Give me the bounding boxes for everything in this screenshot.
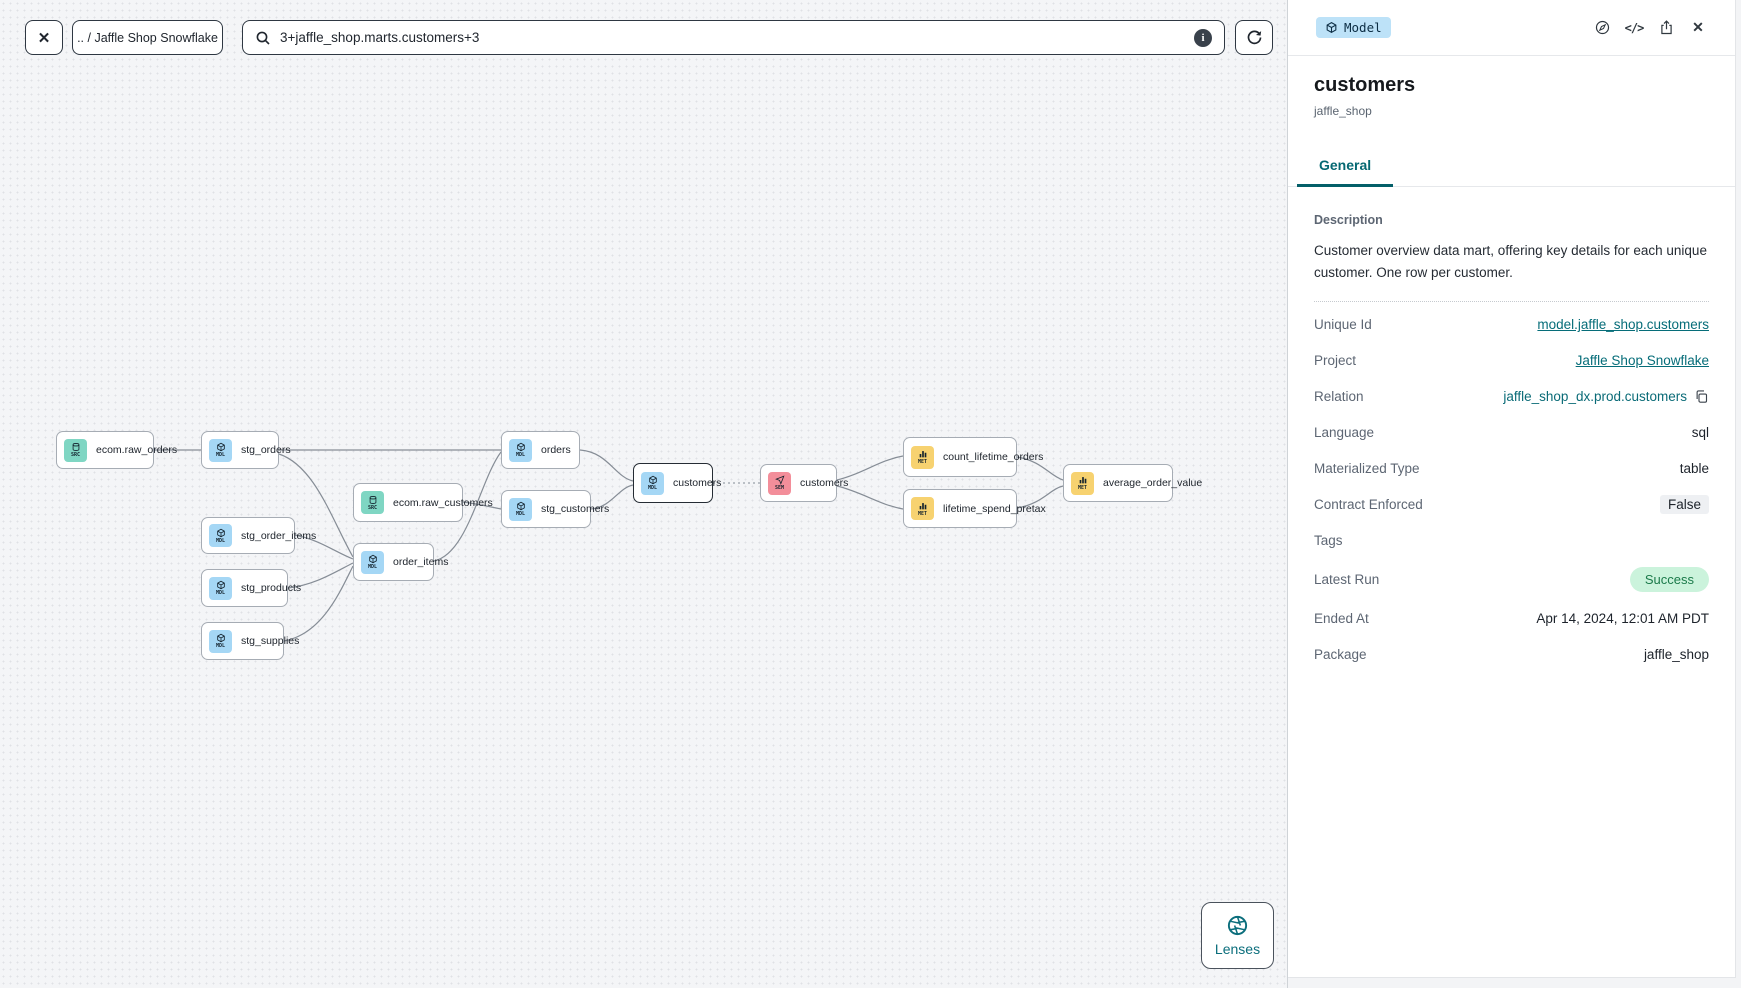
graph-node-stg-orders[interactable]: MDL stg_orders <box>201 431 291 469</box>
graph-node-average-order-value[interactable]: MET average_order_value <box>1063 464 1202 502</box>
panel-header: Model </> ✕ <box>1288 0 1735 56</box>
lens-aperture-icon <box>1227 915 1248 936</box>
graph-node-orders[interactable]: MDL orders <box>501 431 580 469</box>
package-value: jaffle_shop <box>1643 647 1709 663</box>
panel-actions: </> ✕ <box>1593 19 1707 37</box>
graph-node-customers-selected[interactable]: MDL customers <box>633 463 721 503</box>
metric-icon: MET <box>911 445 934 469</box>
field-row-project: Project Jaffle Shop Snowflake <box>1314 353 1709 369</box>
panel-tabs: General <box>1288 148 1735 187</box>
semantic-model-icon: SEM <box>768 471 791 495</box>
source-icon: SRC <box>361 491 384 514</box>
field-row-contract-enforced: Contract Enforced False <box>1314 487 1709 523</box>
model-icon: MDL <box>209 576 232 600</box>
graph-node-lifetime-spend-pretax[interactable]: MET lifetime_spend_pretax <box>903 489 1046 528</box>
field-row-language: Language sql <box>1314 425 1709 441</box>
divider <box>1314 300 1709 302</box>
model-icon: MDL <box>209 438 232 462</box>
project-link[interactable]: Jaffle Shop Snowflake <box>1575 353 1709 369</box>
description-heading: Description <box>1314 213 1383 227</box>
explore-compass-icon[interactable] <box>1593 19 1611 37</box>
copy-icon[interactable] <box>1694 389 1709 404</box>
model-icon: MDL <box>209 524 232 547</box>
share-icon[interactable] <box>1657 19 1675 37</box>
lenses-button[interactable]: Lenses <box>1201 902 1274 969</box>
metric-icon: MET <box>911 497 934 520</box>
close-panel-icon[interactable]: ✕ <box>1692 19 1704 35</box>
graph-node-ecom-raw-customers[interactable]: SRC ecom.raw_customers <box>353 483 493 522</box>
status-badge: Success <box>1629 567 1709 593</box>
graph-node-stg-order-items[interactable]: MDL stg_order_items <box>201 517 316 554</box>
refresh-button[interactable] <box>1235 20 1273 55</box>
selector-input[interactable] <box>280 30 1185 45</box>
graph-node-ecom-raw-orders[interactable]: SRC ecom.raw_orders <box>56 431 177 469</box>
field-row-latest-run: Latest Run Success <box>1314 559 1709 601</box>
relation-value: jaffle_shop_dx.prod.customers <box>1503 389 1687 405</box>
panel-subtitle: jaffle_shop <box>1314 104 1372 118</box>
description-text: Customer overview data mart, offering ke… <box>1314 243 1707 281</box>
metric-icon: MET <box>1071 471 1094 495</box>
panel-title: customers <box>1314 74 1416 96</box>
field-row-relation: Relation jaffle_shop_dx.prod.customers <box>1314 379 1709 415</box>
breadcrumb[interactable]: .. / Jaffle Shop Snowflake <box>72 20 223 55</box>
field-row-materialized-type: Materialized Type table <box>1314 461 1709 477</box>
cube-icon <box>1326 22 1337 33</box>
refresh-icon <box>1247 30 1261 45</box>
ended-at-value: Apr 14, 2024, 12:01 AM PDT <box>1536 611 1709 627</box>
model-icon: MDL <box>509 497 532 521</box>
graph-node-count-lifetime-orders[interactable]: MET count_lifetime_orders <box>903 437 1043 477</box>
model-icon: MDL <box>209 629 232 653</box>
info-icon[interactable]: i <box>1194 28 1212 47</box>
language-value: sql <box>1691 425 1709 441</box>
tab-general[interactable]: General <box>1297 148 1394 187</box>
unique-id-link[interactable]: model.jaffle_shop.customers <box>1537 317 1709 333</box>
graph-node-stg-supplies[interactable]: MDL stg_supplies <box>201 622 299 660</box>
model-icon: MDL <box>509 438 532 462</box>
resource-type-badge: Model <box>1316 17 1391 38</box>
graph-node-order-items[interactable]: MDL order_items <box>353 543 448 581</box>
field-row-unique-id: Unique Id model.jaffle_shop.customers <box>1314 317 1709 333</box>
details-panel: Model </> ✕ customers <box>1287 0 1741 988</box>
field-row-tags: Tags <box>1314 533 1343 549</box>
search-icon <box>256 31 270 45</box>
source-icon: SRC <box>64 438 87 462</box>
field-row-package: Package jaffle_shop <box>1314 647 1709 663</box>
field-rows: Unique Id model.jaffle_shop.customers Pr… <box>1314 307 1709 673</box>
model-icon: MDL <box>641 471 664 495</box>
materialized-type-value: table <box>1679 461 1709 477</box>
field-row-ended-at: Ended At Apr 14, 2024, 12:01 AM PDT <box>1314 611 1709 627</box>
graph-node-customers-semantic[interactable]: SEM customers <box>760 464 848 502</box>
graph-node-stg-products[interactable]: MDL stg_products <box>201 569 301 607</box>
details-panel-card: Model </> ✕ customers <box>1288 0 1736 978</box>
close-lineage-button[interactable]: ✕ <box>25 20 63 55</box>
contract-enforced-badge: False <box>1659 495 1709 515</box>
lineage-edges <box>154 449 1064 642</box>
lineage-canvas[interactable]: ✕ .. / Jaffle Shop Snowflake i SRC ecom.… <box>0 0 1287 988</box>
graph-node-stg-customers[interactable]: MDL stg_customers <box>501 490 609 528</box>
model-icon: MDL <box>361 550 384 574</box>
code-icon[interactable]: </> <box>1624 20 1645 35</box>
lineage-search-box: i <box>242 20 1225 55</box>
panel-body: customers jaffle_shop General Descriptio… <box>1288 74 1735 673</box>
